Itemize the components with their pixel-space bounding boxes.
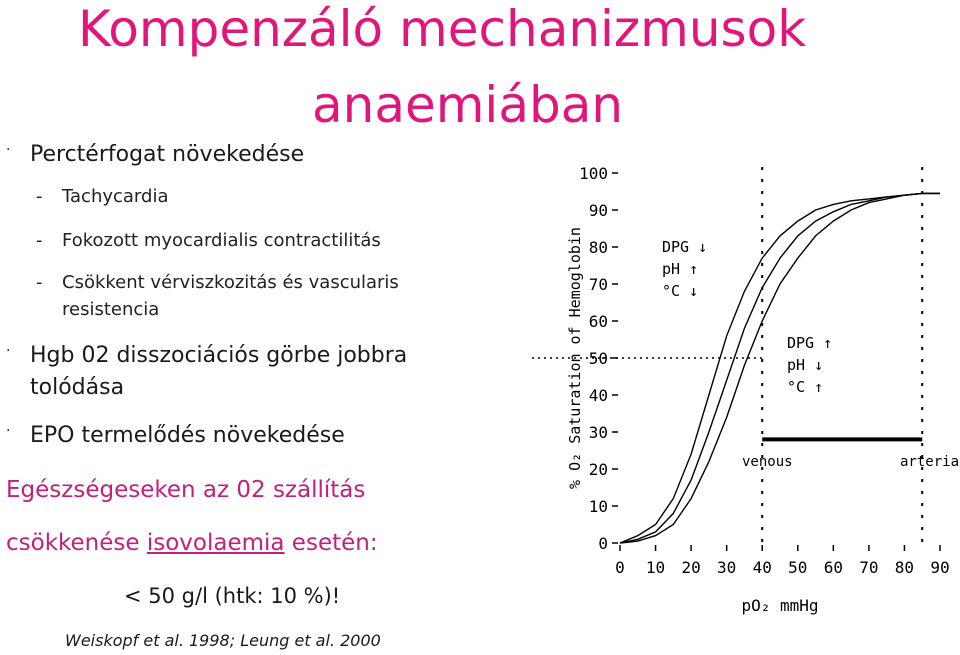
x-tick-label: 0 xyxy=(615,558,625,577)
bullet-text: Perctérfogat növekedése xyxy=(30,142,305,167)
y-tick-label: 20 xyxy=(589,460,608,479)
reference-lines xyxy=(532,167,924,543)
summary-text: esetén: xyxy=(284,530,378,556)
y-axis-label: % O₂ Saturation of Hemoglobin xyxy=(566,227,584,489)
left-shift-label: DPG ↓ xyxy=(662,238,707,256)
x-tick-label: 90 xyxy=(930,558,949,577)
x-tick-label: 10 xyxy=(646,558,665,577)
curves xyxy=(619,192,940,544)
y-tick-label: 30 xyxy=(589,423,608,442)
y-tick-label: 40 xyxy=(589,386,608,405)
bullet-epo: · EPO termelődés növekedése xyxy=(6,423,345,448)
x-tick-label: 70 xyxy=(859,558,878,577)
bullet-dot: · xyxy=(6,423,11,439)
summary-text: csökkenése xyxy=(6,530,147,556)
sub-text: Fokozott myocardialis contractilitás xyxy=(62,230,381,251)
bullet-dot: · xyxy=(6,343,11,359)
bullet-text: EPO termelődés növekedése xyxy=(30,423,345,448)
sub-dash: - xyxy=(36,186,43,207)
title-line-1: Kompenzáló mechanizmusok xyxy=(78,0,807,58)
sub-item-viscosity: - Csökkent vérviszkozitás és vascularis xyxy=(36,272,399,293)
citation: Weiskopf et al. 1998; Leung et al. 2000 xyxy=(65,631,381,650)
sub-text: Csökkent vérviszkozitás és vascularis xyxy=(62,272,399,293)
summary-line-1: Egészségeseken az 02 szállítás xyxy=(6,477,366,503)
bullet-curve-shift: · Hgb 02 disszociációs görbe jobbra xyxy=(6,343,408,368)
x-tick-label: 40 xyxy=(753,558,772,577)
left-shift-label: °C ↓ xyxy=(662,282,698,300)
x-axis-label: pO₂ mmHg xyxy=(741,596,818,615)
sub-dash: - xyxy=(36,230,43,251)
dissociation-curve xyxy=(619,192,940,544)
right-shift-label: °C ↑ xyxy=(787,378,823,396)
y-tick-label: 70 xyxy=(589,275,608,294)
y-tick-label: 80 xyxy=(589,238,608,257)
left-shift-label: pH ↑ xyxy=(662,260,698,278)
x-tick-label: 60 xyxy=(824,558,843,577)
isovolaemia-link[interactable]: isovolaemia xyxy=(146,530,285,556)
bullet-cardiac-output: · Perctérfogat növekedése xyxy=(6,142,305,167)
y-tick-label: 90 xyxy=(589,201,608,220)
oxygen-dissociation-chart: 0 10 20 30 40 50 60 70 80 90 100 0 10 20 30 40 50 60 70 80 9… xyxy=(532,164,960,615)
venous-label: venous xyxy=(742,454,793,470)
dissociation-curve xyxy=(619,192,940,544)
y-tick-label: 50 xyxy=(589,349,608,368)
title-line-2: anaemiában xyxy=(312,76,624,134)
y-tick-label: 100 xyxy=(579,164,608,183)
x-tick-label: 80 xyxy=(895,558,914,577)
right-shift-label: DPG ↑ xyxy=(787,334,832,352)
axes: 0 10 20 30 40 50 60 70 80 90 100 0 10 20 30 40 50 60 70 80 9… xyxy=(579,164,950,577)
x-tick-label: 20 xyxy=(681,558,700,577)
sub-item-contractility: - Fokozott myocardialis contractilitás xyxy=(36,230,381,251)
y-tick-label: 10 xyxy=(589,497,608,516)
x-tick-label: 50 xyxy=(788,558,807,577)
threshold-value: < 50 g/l (htk: 10 %)! xyxy=(124,584,341,608)
sub-item-resistance: resistencia xyxy=(62,299,160,320)
y-tick-label: 60 xyxy=(589,312,608,331)
bullet-text: Hgb 02 disszociációs görbe jobbra xyxy=(30,343,408,368)
bullet-curve-shift-cont: tolódása xyxy=(30,375,125,400)
right-shift-label: pH ↓ xyxy=(787,356,823,374)
sub-text: Tachycardia xyxy=(62,186,169,207)
sub-item-tachycardia: - Tachycardia xyxy=(36,186,169,207)
sub-dash: - xyxy=(36,272,43,293)
labels: DPG ↓ pH ↑ °C ↓ DPG ↑ pH ↓ °C ↑ venous arterial… xyxy=(566,227,960,615)
summary-line-2: csökkenése isovolaemia esetén: xyxy=(6,530,378,556)
y-tick-label: 0 xyxy=(598,534,608,553)
bullet-dot: · xyxy=(6,142,11,158)
arterial-label: arterial xyxy=(900,454,960,470)
x-tick-label: 30 xyxy=(717,558,736,577)
